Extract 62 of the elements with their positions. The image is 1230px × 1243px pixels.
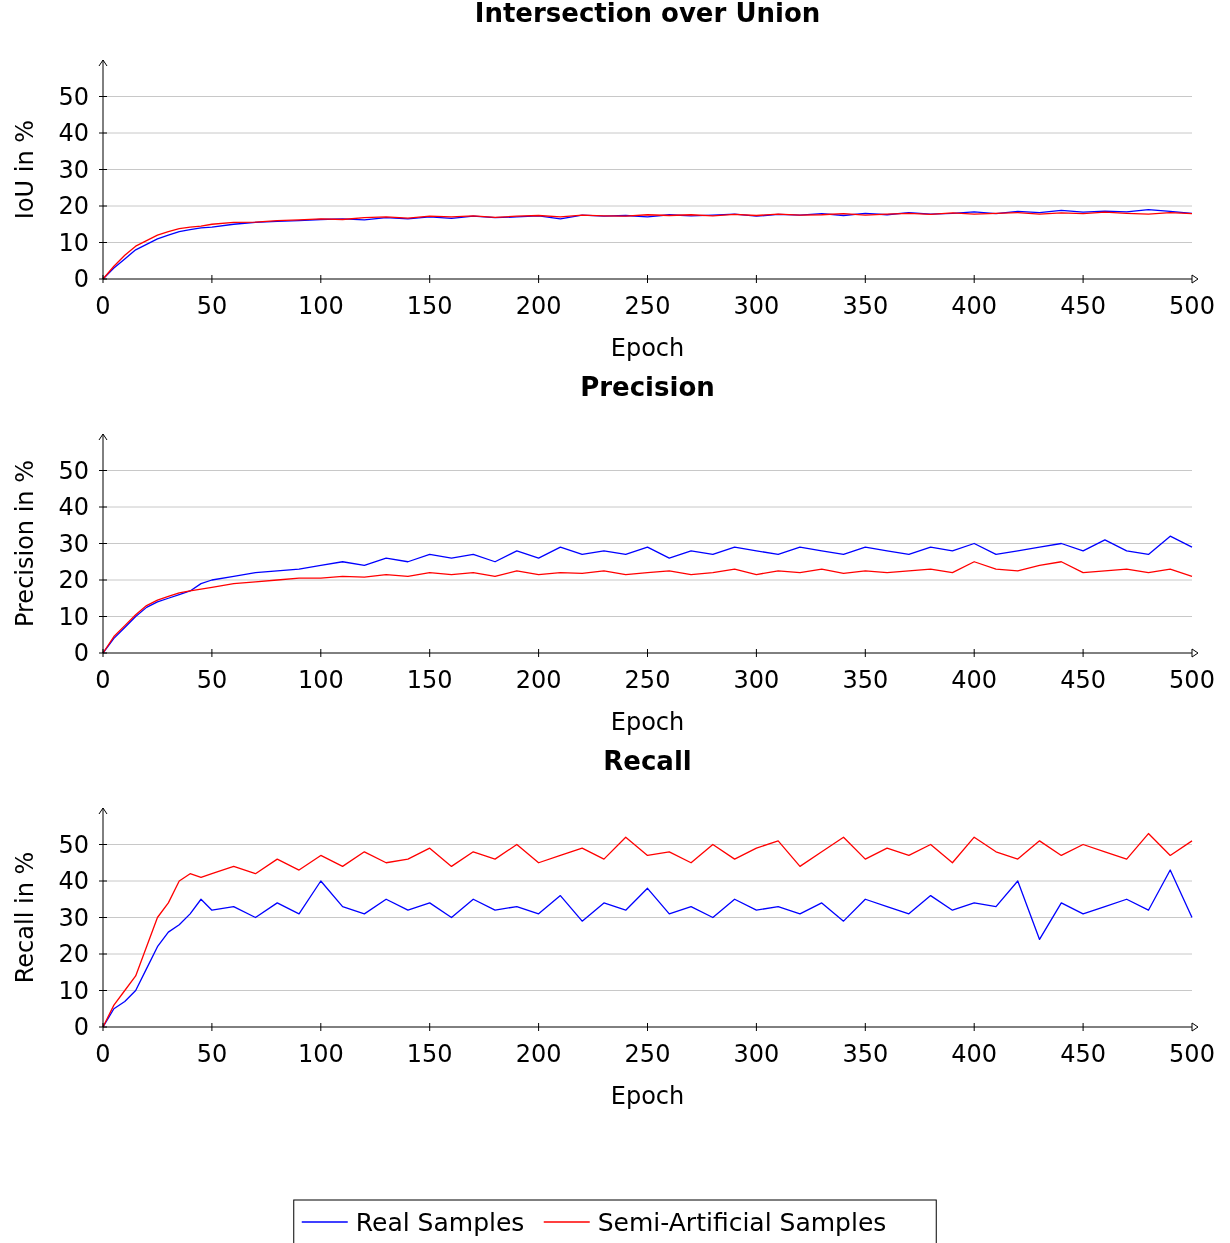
legend-label: Semi-Artificial Samples [597, 1208, 887, 1237]
y-tick-label: 30 [58, 155, 89, 184]
x-tick-label: 300 [733, 1040, 780, 1068]
x-tick-label: 450 [1060, 666, 1107, 694]
x-tick-label: 500 [1169, 1040, 1215, 1068]
y-tick-label: 40 [58, 867, 89, 895]
y-tick-label: 40 [58, 119, 89, 147]
x-tick-label: 150 [406, 666, 453, 694]
y-tick-label: 20 [58, 192, 89, 220]
x-tick-label: 450 [1060, 1040, 1107, 1068]
x-tick-label: 200 [515, 292, 562, 320]
x-tick-label: 500 [1169, 666, 1215, 694]
x-tick-label: 100 [297, 666, 344, 694]
y-tick-label: 0 [73, 1013, 89, 1041]
y-tick-label: 40 [58, 493, 89, 521]
y-axis-title: Recall in % [11, 851, 39, 984]
x-tick-label: 0 [95, 1040, 111, 1068]
chart-title: Precision [580, 372, 715, 402]
x-tick-label: 0 [95, 292, 111, 320]
x-axis-title: Epoch [610, 1082, 685, 1110]
y-tick-label: 10 [58, 602, 89, 631]
x-tick-label: 0 [95, 666, 111, 694]
x-tick-label: 300 [733, 292, 780, 320]
x-tick-label: 250 [624, 292, 671, 320]
x-tick-label: 350 [842, 666, 889, 694]
x-tick-label: 200 [515, 1040, 562, 1068]
y-tick-label: 20 [58, 940, 89, 968]
x-tick-label: 350 [842, 1040, 889, 1068]
y-tick-label: 20 [58, 566, 89, 594]
x-axis-title: Epoch [610, 708, 685, 736]
y-tick-label: 30 [58, 903, 89, 932]
x-tick-label: 350 [842, 292, 889, 320]
y-axis-title: Precision in % [11, 459, 39, 628]
x-tick-label: 150 [406, 292, 453, 320]
x-tick-label: 100 [297, 1040, 344, 1068]
x-tick-label: 300 [733, 666, 780, 694]
x-tick-label: 400 [951, 292, 998, 320]
y-tick-label: 30 [58, 529, 89, 558]
x-tick-label: 150 [406, 1040, 453, 1068]
x-axis-title: Epoch [610, 334, 685, 362]
legend-label: Real Samples [355, 1208, 525, 1237]
x-tick-label: 50 [196, 1040, 228, 1068]
y-tick-label: 10 [58, 976, 89, 1005]
x-tick-label: 450 [1060, 292, 1107, 320]
y-tick-label: 50 [58, 82, 89, 111]
x-tick-label: 250 [624, 1040, 671, 1068]
x-tick-label: 200 [515, 666, 562, 694]
x-tick-label: 400 [951, 666, 998, 694]
chart-title: Recall [603, 746, 692, 776]
x-tick-label: 100 [297, 292, 344, 320]
y-tick-label: 10 [58, 228, 89, 257]
x-tick-label: 50 [196, 292, 228, 320]
y-tick-label: 50 [58, 830, 89, 859]
y-tick-label: 0 [73, 265, 89, 293]
y-axis-title: IoU in % [11, 119, 39, 220]
x-tick-label: 500 [1169, 292, 1215, 320]
x-tick-label: 250 [624, 666, 671, 694]
x-tick-label: 400 [951, 1040, 998, 1068]
x-tick-label: 50 [196, 666, 228, 694]
y-tick-label: 0 [73, 639, 89, 667]
y-tick-label: 50 [58, 456, 89, 485]
chart-title: Intersection over Union [474, 0, 821, 28]
